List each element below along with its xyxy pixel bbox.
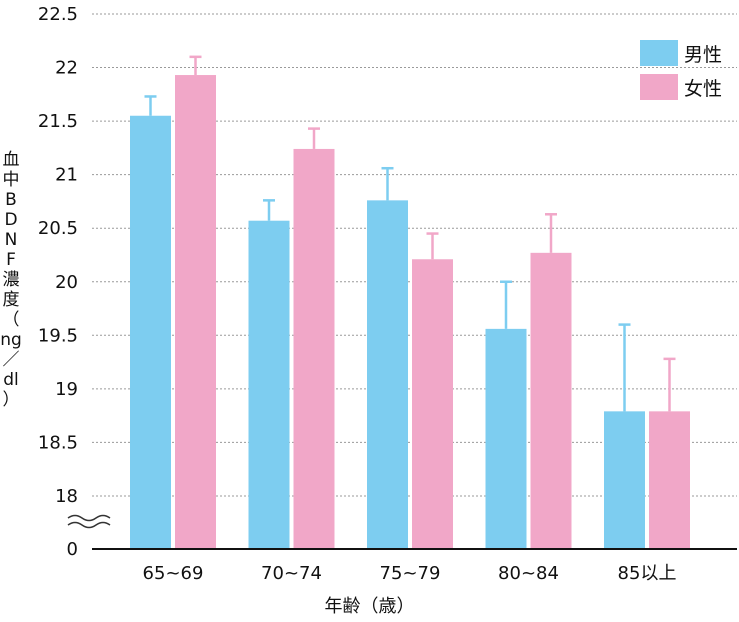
error-bar-female-4 xyxy=(663,357,676,412)
error-bar-female-2 xyxy=(426,232,439,260)
bar-female-2 xyxy=(412,259,453,549)
error-bar-male-1 xyxy=(263,199,275,221)
error-bar-female-3 xyxy=(545,213,557,253)
x-tick-label: 70~74 xyxy=(261,563,322,584)
x-tick-label: 85以上 xyxy=(618,563,677,584)
y-tick-label: 18.5 xyxy=(38,432,78,453)
bar-female-0 xyxy=(175,75,216,549)
bar-female-3 xyxy=(530,252,572,549)
legend-label: 男性 xyxy=(684,43,723,66)
y-axis-label-char: （ xyxy=(2,310,20,330)
y-axis-label-char: 度 xyxy=(2,290,20,310)
x-tick-labels: 65~69 70~74 75~79 80~84 85以上 xyxy=(143,563,677,584)
y-tick-label: 21 xyxy=(55,165,78,186)
bar-male-4 xyxy=(604,411,645,549)
legend-swatch xyxy=(640,40,678,66)
error-bar-male-0 xyxy=(144,95,157,116)
y-tick-label: 0 xyxy=(67,539,78,560)
bar-female-4 xyxy=(649,411,690,549)
y-axis-label-char: B xyxy=(5,190,17,210)
y-axis-label-char: 中 xyxy=(2,170,20,190)
bars xyxy=(130,75,690,550)
y-tick-label: 20.5 xyxy=(38,218,78,239)
legend: 男性 女性 xyxy=(640,40,722,108)
legend-swatch xyxy=(640,74,678,100)
bar-female-1 xyxy=(293,148,335,550)
bar-male-3 xyxy=(485,328,527,549)
y-tick-label: 19.5 xyxy=(38,325,78,346)
error-bar-male-2 xyxy=(381,166,394,201)
axis-break-icon xyxy=(67,514,111,529)
y-axis-label-char: dl xyxy=(3,370,19,390)
x-axis-label: 年齢（歳） xyxy=(324,596,415,617)
y-axis-label-char: ） xyxy=(2,390,20,410)
y-axis-label-char: D xyxy=(4,210,18,230)
error-bar-male-4 xyxy=(618,323,631,412)
y-axis-label-char: ／ xyxy=(2,350,20,370)
legend-label: 女性 xyxy=(684,77,723,100)
error-bar-female-0 xyxy=(189,55,202,76)
y-tick-label: 21.5 xyxy=(38,111,78,132)
x-tick-label: 75~79 xyxy=(380,563,441,584)
y-tick-label: 22 xyxy=(55,58,78,79)
y-tick-labels: 22.5 22 21.5 21 20.5 20 19.5 19 18.5 18 0 xyxy=(38,4,78,560)
bar-male-2 xyxy=(367,200,408,549)
bar-male-0 xyxy=(130,115,171,550)
y-tick-label: 22.5 xyxy=(38,4,78,25)
y-axis-label-char: N xyxy=(4,230,18,250)
y-axis-label: 血中 B D N F 濃度（ng ／ dl） xyxy=(0,150,22,410)
legend-item-female: 女性 xyxy=(640,74,722,100)
y-tick-label: 18 xyxy=(55,486,78,507)
y-axis-label-char: 濃 xyxy=(2,270,20,290)
error-bar-male-3 xyxy=(500,280,512,329)
error-bars xyxy=(144,55,676,412)
bar-male-1 xyxy=(248,220,290,549)
legend-item-male: 男性 xyxy=(640,40,722,66)
y-axis-label-char: F xyxy=(6,250,16,270)
error-bar-female-1 xyxy=(308,127,320,149)
y-tick-label: 20 xyxy=(55,272,78,293)
y-axis-label-char: ng xyxy=(0,330,22,350)
x-tick-label: 65~69 xyxy=(143,563,204,584)
y-tick-label: 19 xyxy=(55,379,78,400)
y-axis-label-char: 血 xyxy=(2,150,20,170)
x-tick-label: 80~84 xyxy=(498,563,559,584)
